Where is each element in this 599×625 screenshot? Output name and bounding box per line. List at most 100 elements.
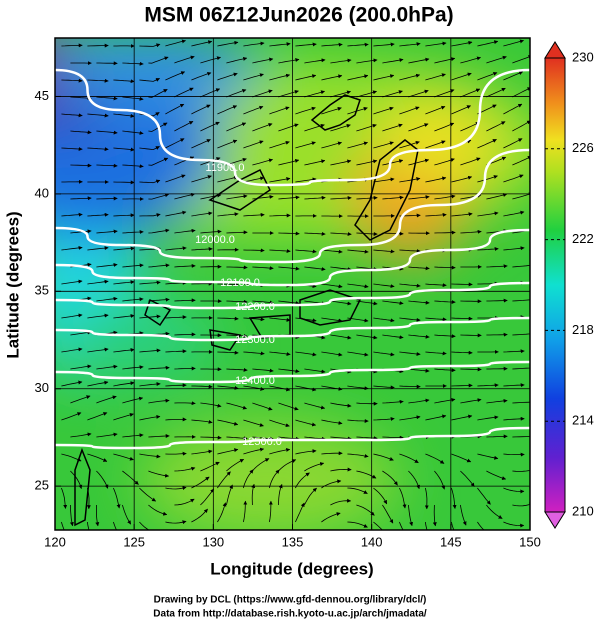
- streamline: [87, 113, 109, 118]
- streamline: [61, 347, 83, 353]
- streamline: [408, 300, 430, 305]
- streamline: [408, 123, 429, 132]
- streamline: [139, 179, 161, 184]
- streamline: [477, 383, 499, 388]
- streamline: [251, 483, 256, 506]
- contour-label: 11900.0: [206, 162, 245, 174]
- x-tick-label: 120: [44, 534, 66, 549]
- streamline: [226, 402, 247, 410]
- streamline: [174, 332, 196, 337]
- streamline: [373, 177, 395, 183]
- streamline: [434, 57, 456, 64]
- streamline: [96, 395, 117, 404]
- streamline: [200, 435, 222, 440]
- streamline: [321, 512, 341, 523]
- streamline: [460, 56, 481, 64]
- temperature-field: 11900.0 12000.0 12100.0 12200.0 12300.0 12400…: [55, 38, 530, 530]
- y-tick-label: 25: [35, 478, 49, 493]
- streamline: [217, 385, 239, 390]
- streamline: [217, 282, 239, 287]
- streamline: [321, 42, 343, 47]
- x-tick-label: 130: [202, 534, 224, 549]
- streamline: [269, 73, 291, 81]
- contour-label: 12000.0: [195, 234, 235, 246]
- streamline: [408, 89, 429, 98]
- streamline: [451, 521, 455, 530]
- streamline: [503, 138, 523, 149]
- streamline: [252, 300, 274, 305]
- streamline: [486, 398, 508, 404]
- streamline: [165, 39, 186, 47]
- streamline: [408, 398, 430, 404]
- streamline: [330, 159, 352, 166]
- streamline: [432, 504, 437, 527]
- streamline: [191, 247, 213, 252]
- streamline: [217, 72, 238, 81]
- streamline: [174, 366, 196, 371]
- streamline: [148, 56, 169, 64]
- streamline: [304, 90, 325, 98]
- streamline: [408, 470, 420, 490]
- streamline: [191, 139, 211, 149]
- credit-drawing: Drawing by DCL (https://www.gfd-dennou.o…: [154, 595, 427, 606]
- streamline: [243, 176, 265, 183]
- streamline: [425, 140, 446, 149]
- streamline: [382, 470, 398, 486]
- streamline: [486, 434, 508, 439]
- streamline: [304, 266, 326, 271]
- streamline: [217, 350, 239, 355]
- streamline: [174, 498, 195, 506]
- streamline: [113, 381, 135, 387]
- streamline: [408, 195, 430, 200]
- streamline: [191, 419, 213, 424]
- streamline: [87, 313, 109, 319]
- streamline: [217, 139, 238, 149]
- streamline: [382, 159, 404, 166]
- streamline: [486, 470, 507, 481]
- streamline: [122, 230, 144, 235]
- streamline: [61, 146, 83, 151]
- streamline: [87, 521, 90, 530]
- colorbar-tick-label: 230: [572, 49, 594, 64]
- streamline: [226, 299, 248, 304]
- streamline: [425, 283, 447, 288]
- streamline: [382, 399, 404, 404]
- streamline: [174, 121, 194, 132]
- streamline: [278, 484, 283, 506]
- streamline: [243, 469, 254, 489]
- y-tick-label: 35: [35, 283, 49, 298]
- y-tick-label: 45: [35, 88, 49, 103]
- streamline: [200, 56, 221, 64]
- contour-label: 12300.0: [235, 334, 275, 346]
- streamline: [373, 42, 395, 47]
- streamline: [451, 40, 473, 47]
- streamline: [356, 401, 378, 406]
- streamline: [321, 419, 343, 425]
- streamline: [139, 280, 161, 285]
- streamline: [217, 448, 239, 455]
- contour-label: 12500.0: [242, 436, 282, 448]
- streamline: [304, 436, 326, 441]
- streamline: [113, 113, 135, 118]
- streamline: [217, 40, 239, 47]
- streamline: [451, 383, 473, 388]
- colorbar-tick-label: 214: [572, 413, 594, 428]
- streamline: [148, 89, 168, 98]
- streamline: [373, 417, 395, 421]
- streamline: [347, 74, 369, 81]
- streamline: [200, 488, 215, 506]
- streamline: [269, 213, 291, 218]
- streamline: [191, 508, 208, 523]
- streamline: [252, 402, 273, 411]
- streamline: [269, 469, 280, 489]
- streamline: [252, 158, 273, 166]
- streamline: [174, 466, 196, 472]
- streamline: [191, 449, 213, 455]
- streamline: [61, 279, 83, 285]
- streamline: [252, 266, 274, 271]
- streamline: [477, 453, 499, 460]
- streamline: [113, 246, 135, 251]
- streamline: [217, 502, 227, 523]
- streamline: [382, 504, 394, 524]
- streamline: [122, 433, 144, 438]
